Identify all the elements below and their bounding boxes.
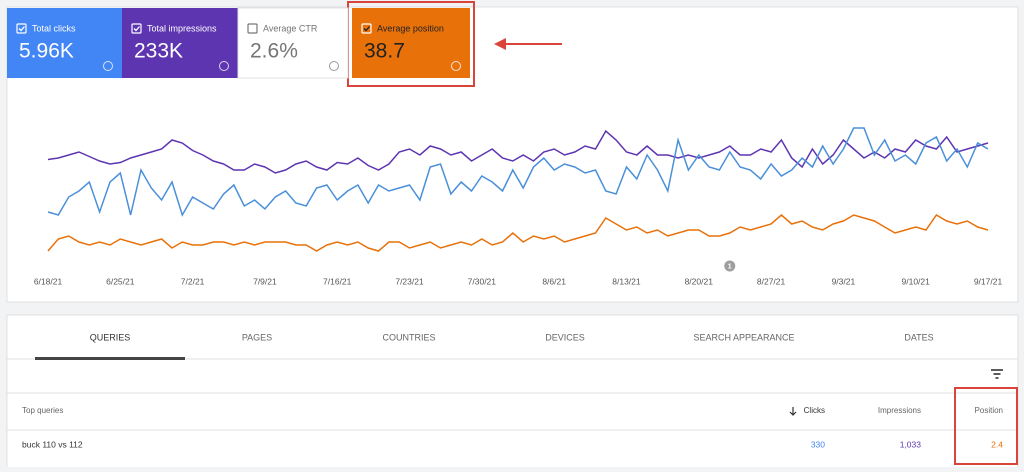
x-tick-label: 6/18/21 bbox=[34, 276, 63, 286]
series-line bbox=[47, 214, 989, 252]
series-line bbox=[47, 127, 989, 217]
checkmark bbox=[363, 26, 370, 32]
metric-value: 38.7 bbox=[364, 40, 405, 63]
tab[interactable]: DATES bbox=[904, 332, 933, 342]
checkmark bbox=[18, 26, 25, 32]
metric-card[interactable] bbox=[7, 8, 122, 78]
series-line bbox=[47, 129, 989, 174]
metric-value: 5.96K bbox=[19, 40, 74, 63]
metric-card[interactable] bbox=[122, 8, 238, 78]
table-cell: 2.4 bbox=[991, 439, 1003, 449]
help-icon bbox=[219, 61, 229, 71]
x-tick-label: 7/16/21 bbox=[323, 276, 352, 286]
metric-label: Total clicks bbox=[32, 23, 76, 33]
help-icon bbox=[451, 61, 461, 71]
tab[interactable]: COUNTRIES bbox=[382, 332, 435, 342]
checkbox bbox=[361, 23, 372, 34]
x-tick-label: 8/27/21 bbox=[757, 276, 786, 286]
metric-value: 2.6% bbox=[250, 40, 298, 63]
x-tick-label: 7/30/21 bbox=[468, 276, 497, 286]
annotation-label: 1 bbox=[728, 263, 732, 270]
tab[interactable]: DEVICES bbox=[545, 332, 585, 342]
x-tick-label: 8/13/21 bbox=[612, 276, 641, 286]
highlight-box bbox=[954, 387, 1018, 465]
x-tick-label: 7/23/21 bbox=[395, 276, 424, 286]
x-tick-label: 7/9/21 bbox=[253, 276, 277, 286]
x-tick-label: 9/17/21 bbox=[974, 276, 1003, 286]
column-header[interactable]: Position bbox=[975, 406, 1003, 415]
annotation-marker[interactable] bbox=[724, 260, 736, 272]
checkbox bbox=[131, 23, 142, 34]
tab[interactable]: PAGES bbox=[242, 332, 272, 342]
arrow bbox=[494, 38, 562, 50]
metric-value: 233K bbox=[134, 40, 183, 63]
x-tick-label: 9/3/21 bbox=[832, 276, 856, 286]
table-cell: buck 110 vs 112 bbox=[22, 439, 83, 449]
x-tick-label: 8/6/21 bbox=[542, 276, 566, 286]
x-tick-label: 9/10/21 bbox=[902, 276, 931, 286]
help-icon bbox=[329, 61, 339, 71]
x-tick-label: 8/20/21 bbox=[685, 276, 714, 286]
column-header: Top queries bbox=[22, 406, 63, 415]
metric-label: Average position bbox=[377, 23, 444, 33]
help-icon bbox=[103, 61, 113, 71]
table-cell: 1,033 bbox=[900, 439, 922, 449]
table-cell: 330 bbox=[811, 439, 825, 449]
checkbox bbox=[247, 23, 258, 34]
checkbox bbox=[16, 23, 27, 34]
column-header[interactable]: Impressions bbox=[878, 406, 921, 415]
metric-label: Average CTR bbox=[263, 23, 318, 33]
active-tab-indicator bbox=[35, 357, 185, 360]
x-tick-label: 7/2/21 bbox=[181, 276, 205, 286]
sort-arrow bbox=[789, 407, 797, 416]
column-header[interactable]: Clicks bbox=[804, 406, 825, 415]
table-card bbox=[6, 314, 1019, 472]
checkmark bbox=[133, 26, 140, 32]
filter-icon[interactable] bbox=[991, 369, 1003, 379]
x-tick-label: 6/25/21 bbox=[106, 276, 135, 286]
tab[interactable]: SEARCH APPEARANCE bbox=[693, 332, 794, 342]
tab[interactable]: QUERIES bbox=[90, 332, 131, 342]
metric-card[interactable] bbox=[352, 8, 470, 78]
metric-label: Total impressions bbox=[147, 23, 217, 33]
